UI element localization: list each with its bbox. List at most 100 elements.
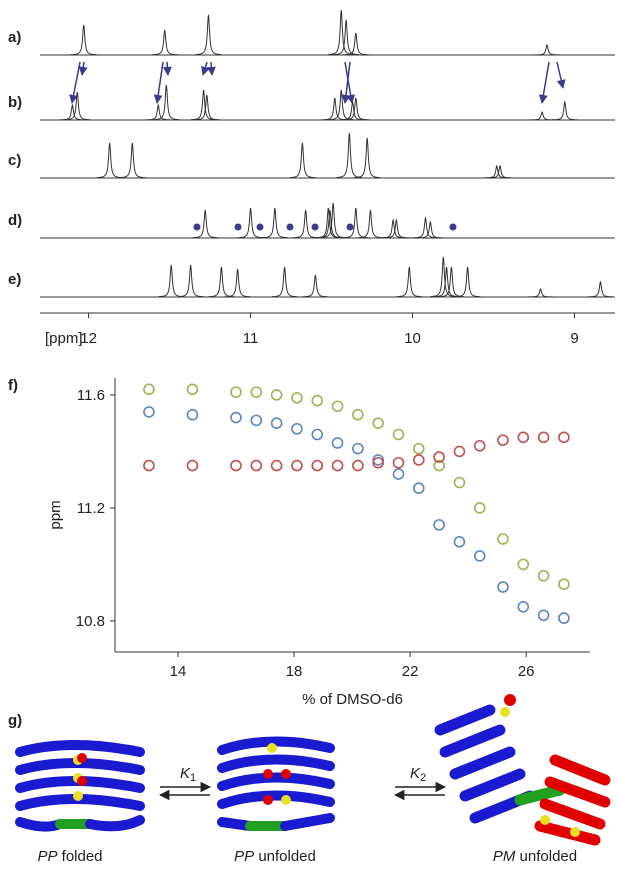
panel-label: g) [8,712,22,729]
panel-label: f) [8,377,18,394]
data-point [517,431,530,444]
data-point [143,459,155,472]
peak [333,19,360,56]
k-symbol: K [410,765,421,782]
species-label: PP folded [37,848,102,865]
x-tick-label: 12 [80,330,97,347]
data-point [186,408,199,421]
marker-dot [449,223,457,231]
arrows-b [69,61,566,104]
data-point [352,408,364,421]
peak [357,209,384,239]
peak [412,216,439,239]
peak [430,256,457,298]
data-point [497,533,509,545]
data-point [331,437,344,449]
data-point [270,389,283,401]
data-point [537,609,550,622]
peak [396,266,423,298]
species-prefix: PP [234,848,254,865]
data-point [186,459,199,472]
shift-arrow [206,61,216,76]
data-point [331,459,344,472]
peak [383,218,410,239]
molecule-pm-unfolded [434,694,611,846]
k-subscript: 1 [190,772,196,784]
x-tick-label: 10 [404,330,421,347]
shift-arrow [341,61,351,104]
data-point [497,434,509,446]
data-point [250,386,263,398]
shift-arrow [201,61,210,76]
peak [342,207,369,239]
marker-dot [311,223,319,231]
peak [59,103,86,121]
panel-label: e) [8,271,21,288]
peak [237,207,264,239]
x-tick-label: 14 [170,663,187,680]
peak [261,207,288,239]
data-point [558,612,570,624]
data-point [433,519,445,531]
peak [193,94,220,121]
data-point [537,569,550,582]
peak [534,43,560,56]
shift-arrow [538,61,550,104]
data-point [186,383,199,396]
species-text: unfolded [258,848,316,865]
data-point [392,468,405,480]
peak [153,84,180,121]
x-axis-title: % of DMSO-d6 [302,691,403,708]
panel-label: a) [8,29,21,46]
peak [354,137,381,179]
species-label: PM unfolded [493,848,577,865]
data-point [311,459,324,472]
peak [145,103,172,121]
data-point [311,428,324,441]
data-point [352,459,364,472]
peak [70,24,97,56]
marker-dot [346,223,354,231]
y-tick-label: 11.6 [77,387,105,404]
peak [342,32,369,56]
peak [192,209,219,239]
species-text: folded [62,848,103,865]
data-point [270,417,283,429]
rate-constant: K2 [410,765,426,784]
panel-label: d) [8,212,22,229]
data-point [230,459,242,472]
data-point [453,445,466,458]
data-point [291,423,303,435]
peak [529,111,556,121]
peak [151,29,178,56]
data-point [473,550,486,562]
rate-constant: K1 [180,765,196,784]
data-point [250,414,263,427]
peak [320,202,347,239]
data-point [311,394,324,407]
peak [587,280,614,298]
data-point [230,411,242,424]
data-point [537,431,550,444]
peak [328,9,355,56]
dots-d [193,223,457,231]
peak [208,266,235,298]
shift-arrow [69,61,81,104]
species-text: unfolded [520,848,578,865]
peak [551,100,578,121]
panel-label: c) [8,152,21,169]
molecule-pp-folded [15,740,145,832]
y-axis-title: ppm [47,500,64,529]
marker-dot [193,223,201,231]
peak [342,97,369,121]
data-point [413,454,425,466]
data-point [413,442,425,455]
shift-arrow [556,61,566,89]
peak [292,209,319,239]
data-point [433,451,445,463]
data-point [473,439,486,452]
shift-arrow [78,61,88,76]
peak [289,142,316,179]
data-point [372,456,384,469]
data-point [291,459,303,472]
